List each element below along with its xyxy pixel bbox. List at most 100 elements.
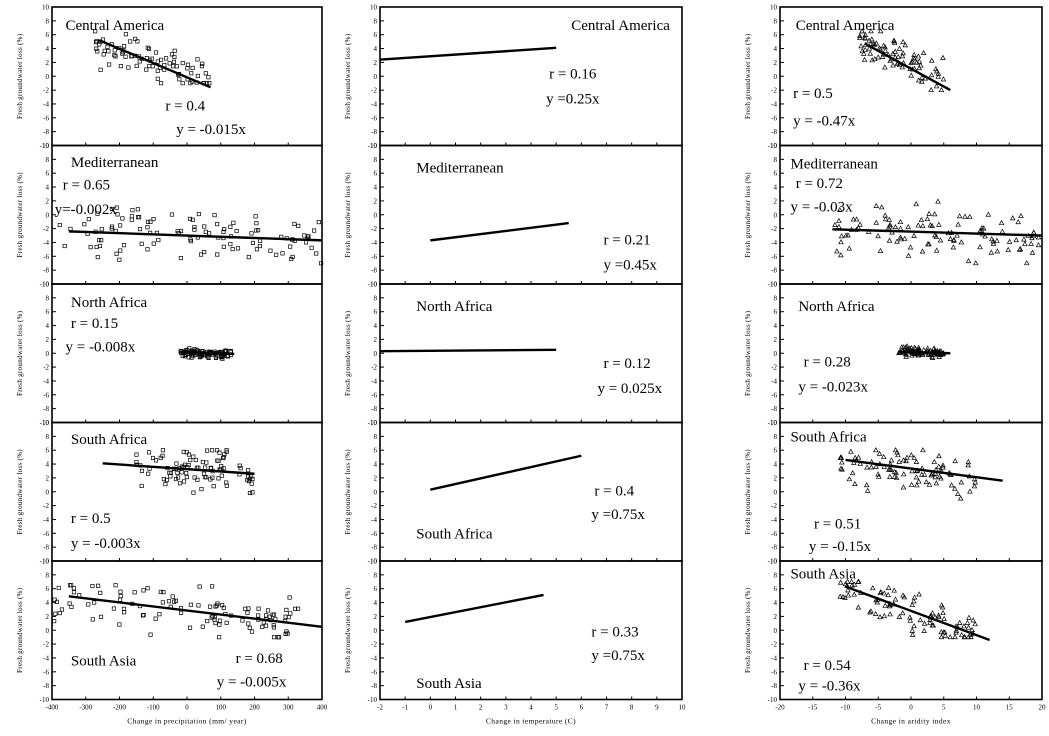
x-tick-label: 0 [429, 704, 433, 712]
data-point [941, 615, 947, 621]
y-tick-label: 2 [374, 613, 378, 621]
y-tick-label: -4 [771, 377, 777, 385]
data-point [202, 224, 207, 229]
y-tick-label: 10 [770, 419, 778, 427]
data-point [887, 223, 893, 229]
r-value-label: r = 0.5 [793, 86, 833, 102]
data-point [95, 211, 100, 216]
data-point [284, 629, 289, 634]
data-point [936, 614, 942, 620]
y-tick-label: -4 [771, 654, 777, 662]
data-point [128, 39, 133, 44]
data-point [67, 601, 72, 606]
data-point [933, 480, 940, 486]
y-tick-label: -8 [771, 405, 777, 413]
y-tick-label: 10 [370, 4, 378, 12]
y-tick-label: -10 [40, 696, 50, 704]
data-point [163, 482, 168, 487]
data-point [868, 464, 875, 470]
data-point [958, 479, 965, 485]
data-point [878, 588, 884, 595]
x-tick-label: 0 [185, 704, 189, 712]
y-axis-label: Fresh groundwater loss (%) [744, 587, 752, 673]
y-tick-label: 8 [774, 294, 778, 302]
data-point [228, 224, 233, 229]
data-point [933, 83, 940, 89]
y-tick-label: 0 [374, 350, 378, 358]
data-point [178, 228, 184, 234]
data-point [250, 240, 256, 246]
data-point [221, 455, 226, 460]
data-point [254, 247, 259, 252]
data-point [144, 67, 149, 72]
panel-2-3: -10 -8 -6 -4 -2 0 2 4 6 8 10 Fresh groundwater loss… [744, 419, 1043, 566]
data-point [204, 448, 210, 453]
panel-2-1: -10 -8 -6 -4 -2 0 2 4 6 8 10 Fresh groundwater loss… [744, 142, 1043, 289]
data-point [903, 458, 909, 464]
data-point [238, 466, 243, 471]
data-point [940, 464, 946, 470]
y-tick-label: 2 [46, 59, 50, 67]
equation-label: y =0.45x [603, 258, 657, 274]
data-point [268, 248, 273, 253]
data-point [145, 247, 150, 252]
data-point [929, 622, 936, 628]
data-point [114, 251, 119, 256]
data-point [873, 463, 879, 469]
y-tick-label: -6 [371, 114, 377, 122]
data-point [139, 241, 144, 246]
x-tick-label: 3 [504, 704, 508, 712]
y-tick-label: -6 [43, 253, 49, 261]
y-tick-label: 10 [42, 142, 50, 150]
y-tick-label: 8 [374, 156, 378, 164]
data-point [857, 221, 863, 227]
data-point [836, 217, 842, 223]
data-point [174, 64, 180, 69]
panel-title: North Africa [798, 299, 875, 315]
y-tick-label: -6 [43, 114, 49, 122]
y-tick-label: 10 [42, 419, 50, 427]
data-point [876, 450, 883, 456]
data-point [57, 611, 62, 616]
y-tick-label: 4 [374, 322, 378, 330]
data-point [928, 86, 934, 93]
y-axis-label: Fresh groundwater loss (%) [16, 172, 24, 258]
data-point [909, 601, 916, 608]
data-point [141, 613, 146, 618]
data-point [972, 479, 979, 485]
data-point [909, 468, 915, 474]
data-point [924, 345, 931, 351]
data-point [843, 232, 849, 238]
data-point [112, 53, 117, 58]
y-tick-label: -4 [771, 100, 777, 108]
data-point [178, 610, 184, 615]
y-tick-label: -10 [40, 142, 50, 150]
y-tick-label: -8 [371, 267, 377, 275]
data-point [935, 198, 941, 204]
data-point [899, 610, 906, 616]
data-point [208, 604, 213, 609]
data-point [120, 51, 125, 56]
data-point [917, 62, 924, 68]
y-tick-label: 6 [46, 585, 50, 593]
data-point [1029, 249, 1036, 255]
y-tick-label: 6 [374, 585, 378, 593]
data-point [990, 238, 997, 244]
panel-title: North Africa [416, 299, 493, 315]
data-point [887, 57, 893, 63]
y-tick-label: 6 [774, 308, 778, 316]
data-point [969, 626, 975, 633]
data-point [130, 208, 135, 213]
data-point [938, 634, 945, 640]
data-point [134, 63, 139, 68]
data-point [97, 243, 102, 249]
data-point [853, 216, 860, 222]
data-point [911, 232, 917, 238]
data-point [890, 62, 896, 68]
data-point [886, 237, 893, 243]
data-point [245, 610, 250, 615]
x-tick-label: -10 [841, 704, 851, 712]
data-point [844, 578, 851, 584]
data-point [200, 460, 205, 465]
